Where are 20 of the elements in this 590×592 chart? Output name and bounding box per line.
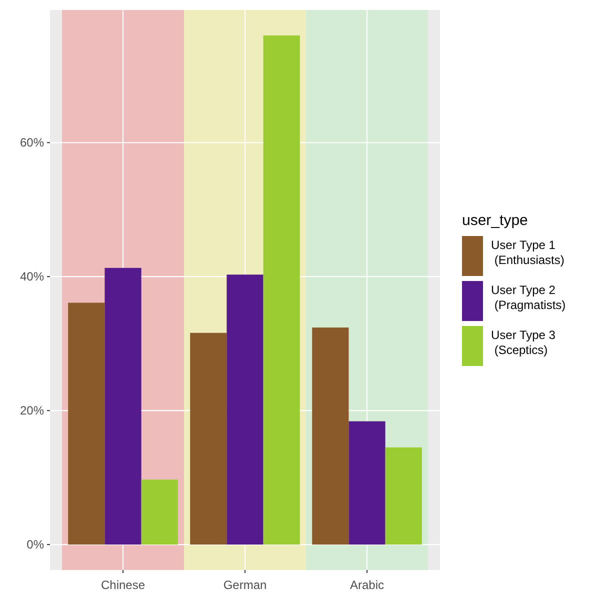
x-tick-label: Chinese bbox=[100, 578, 146, 592]
y-tick-label: 0% bbox=[26, 537, 44, 552]
bar bbox=[226, 274, 264, 545]
bar bbox=[385, 447, 422, 545]
legend-title: user_type bbox=[462, 212, 528, 229]
bar bbox=[312, 328, 349, 545]
bar bbox=[348, 421, 386, 545]
x-tick-label: German bbox=[223, 578, 267, 592]
bar bbox=[263, 35, 300, 545]
y-tick-label: 20% bbox=[20, 403, 44, 418]
text: User Type 2 (Pragmatists) bbox=[491, 283, 566, 312]
bar bbox=[141, 480, 178, 545]
y-tick-label: 40% bbox=[20, 269, 44, 284]
text: User Type 1 (Enthusiasts) bbox=[491, 238, 564, 267]
y-tick-label: 60% bbox=[20, 135, 44, 150]
bar bbox=[190, 332, 227, 545]
x-tick-label: Arabic bbox=[350, 578, 384, 592]
bar bbox=[68, 302, 105, 545]
text: User Type 3 (Sceptics) bbox=[491, 328, 556, 357]
bar bbox=[104, 268, 142, 545]
